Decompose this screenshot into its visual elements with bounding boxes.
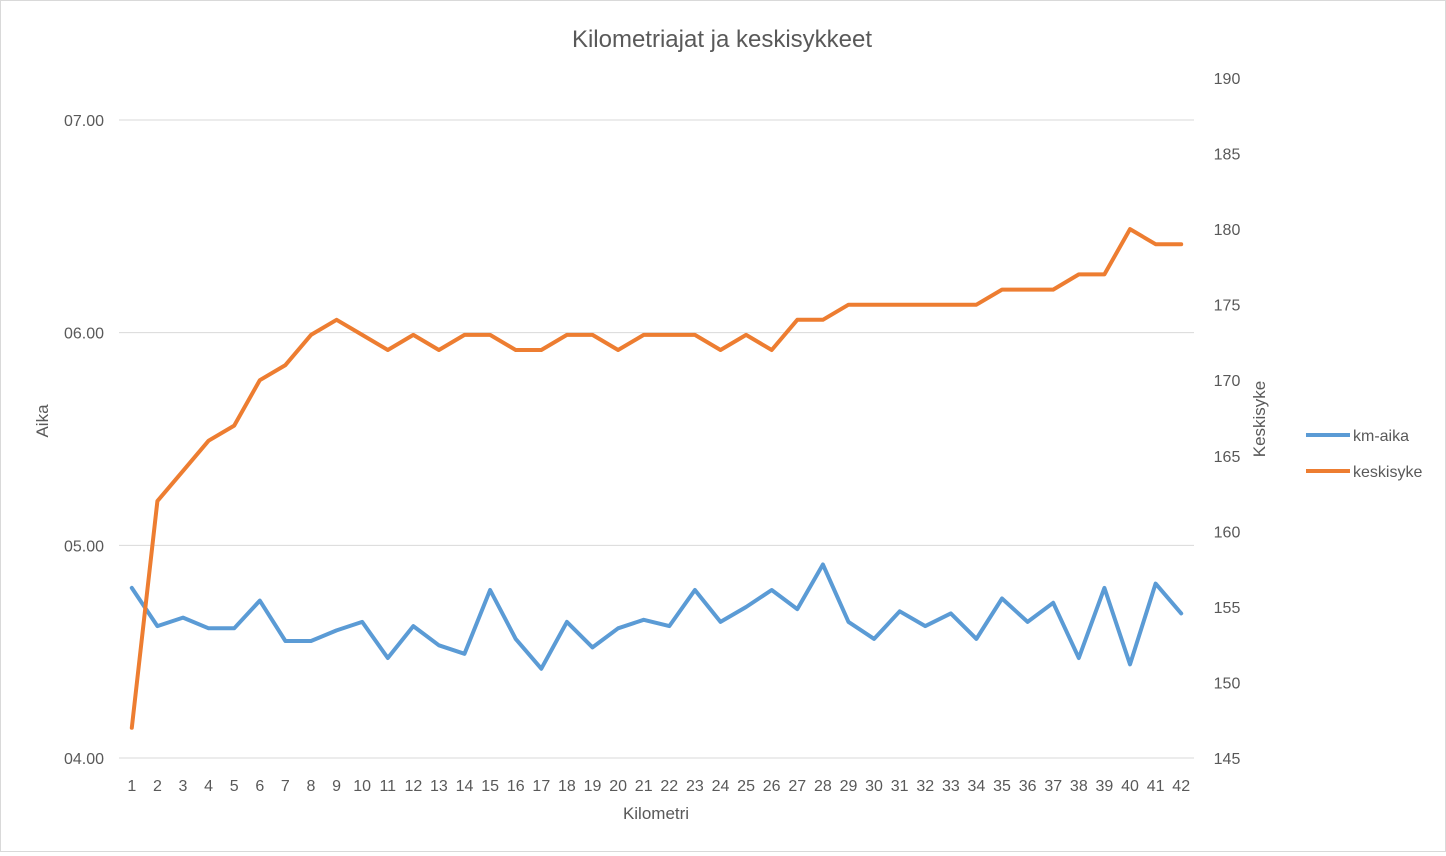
x-tick-label: 30 bbox=[865, 778, 883, 795]
x-tick-label: 16 bbox=[507, 778, 525, 795]
x-tick-label: 42 bbox=[1172, 778, 1190, 795]
x-tick-label: 27 bbox=[788, 778, 806, 795]
x-tick-label: 22 bbox=[660, 778, 678, 795]
x-tick-label: 24 bbox=[712, 778, 730, 795]
x-tick-label: 3 bbox=[179, 778, 188, 795]
x-tick-label: 41 bbox=[1147, 778, 1165, 795]
x-tick-label: 20 bbox=[609, 778, 627, 795]
x-tick-label: 40 bbox=[1121, 778, 1139, 795]
x-tick-label: 31 bbox=[891, 778, 909, 795]
right-tick-label: 175 bbox=[1214, 298, 1241, 315]
x-tick-label: 26 bbox=[763, 778, 781, 795]
legend-label-km-aika: km-aika bbox=[1353, 428, 1409, 445]
x-tick-label: 38 bbox=[1070, 778, 1088, 795]
gridlines bbox=[119, 119, 1194, 759]
x-tick-label: 15 bbox=[481, 778, 499, 795]
right-axis-ticks: 145 150 155 160 165 170 175 180 185 190 bbox=[1214, 71, 1241, 768]
right-tick-label: 190 bbox=[1214, 71, 1241, 88]
x-tick-label: 12 bbox=[404, 778, 422, 795]
legend-label-keskisyke: keskisyke bbox=[1353, 464, 1422, 481]
x-tick-label: 18 bbox=[558, 778, 576, 795]
series-lines bbox=[129, 227, 1184, 730]
x-tick-label: 10 bbox=[353, 778, 371, 795]
left-axis-title: Aika bbox=[33, 404, 52, 438]
legend: km-aika keskisyke bbox=[1306, 428, 1422, 481]
right-tick-label: 155 bbox=[1214, 600, 1241, 617]
right-tick-label: 160 bbox=[1214, 524, 1241, 541]
right-axis-title: Keskisyke bbox=[1250, 381, 1269, 458]
x-tick-label: 23 bbox=[686, 778, 704, 795]
right-tick-label: 180 bbox=[1214, 222, 1241, 239]
x-tick-label: 21 bbox=[635, 778, 653, 795]
right-tick-label: 145 bbox=[1214, 751, 1241, 768]
x-tick-label: 25 bbox=[737, 778, 755, 795]
x-tick-label: 35 bbox=[993, 778, 1011, 795]
x-axis-title: Kilometri bbox=[623, 804, 689, 823]
x-tick-label: 2 bbox=[153, 778, 162, 795]
x-tick-label: 29 bbox=[840, 778, 858, 795]
left-tick-label: 04.00 bbox=[64, 751, 104, 768]
x-tick-label: 39 bbox=[1096, 778, 1114, 795]
x-tick-label: 8 bbox=[307, 778, 316, 795]
x-tick-label: 9 bbox=[332, 778, 341, 795]
left-tick-label: 05.00 bbox=[64, 538, 104, 555]
x-tick-label: 17 bbox=[532, 778, 550, 795]
left-axis-ticks: 04.00 05.00 06.00 07.00 bbox=[64, 113, 104, 768]
right-tick-label: 170 bbox=[1214, 373, 1241, 390]
x-tick-label: 37 bbox=[1044, 778, 1062, 795]
x-tick-label: 34 bbox=[968, 778, 986, 795]
x-tick-label: 4 bbox=[204, 778, 213, 795]
x-tick-label: 5 bbox=[230, 778, 239, 795]
right-tick-label: 185 bbox=[1214, 147, 1241, 164]
right-tick-label: 165 bbox=[1214, 449, 1241, 466]
chart-title: Kilometriajat ja keskisykkeet bbox=[572, 26, 872, 53]
x-tick-label: 36 bbox=[1019, 778, 1037, 795]
x-tick-label: 11 bbox=[379, 778, 396, 795]
left-tick-label: 07.00 bbox=[64, 113, 104, 130]
x-tick-label: 28 bbox=[814, 778, 832, 795]
x-tick-label: 33 bbox=[942, 778, 960, 795]
x-axis-ticks: 1 2 3 4 5 6 7 8 9 10 11 12 13 14 15 16 17 18 19 20 21 22 23 24 2… bbox=[127, 778, 1190, 795]
series-line-keskisyke bbox=[129, 227, 1184, 730]
x-tick-label: 1 bbox=[127, 778, 136, 795]
x-tick-label: 19 bbox=[584, 778, 602, 795]
x-tick-label: 6 bbox=[255, 778, 264, 795]
left-tick-label: 06.00 bbox=[64, 326, 104, 343]
series-line-km-aika bbox=[129, 562, 1184, 671]
x-tick-label: 7 bbox=[281, 778, 290, 795]
x-tick-label: 32 bbox=[916, 778, 934, 795]
x-tick-label: 14 bbox=[456, 778, 474, 795]
right-tick-label: 150 bbox=[1214, 675, 1241, 692]
x-tick-label: 13 bbox=[430, 778, 448, 795]
